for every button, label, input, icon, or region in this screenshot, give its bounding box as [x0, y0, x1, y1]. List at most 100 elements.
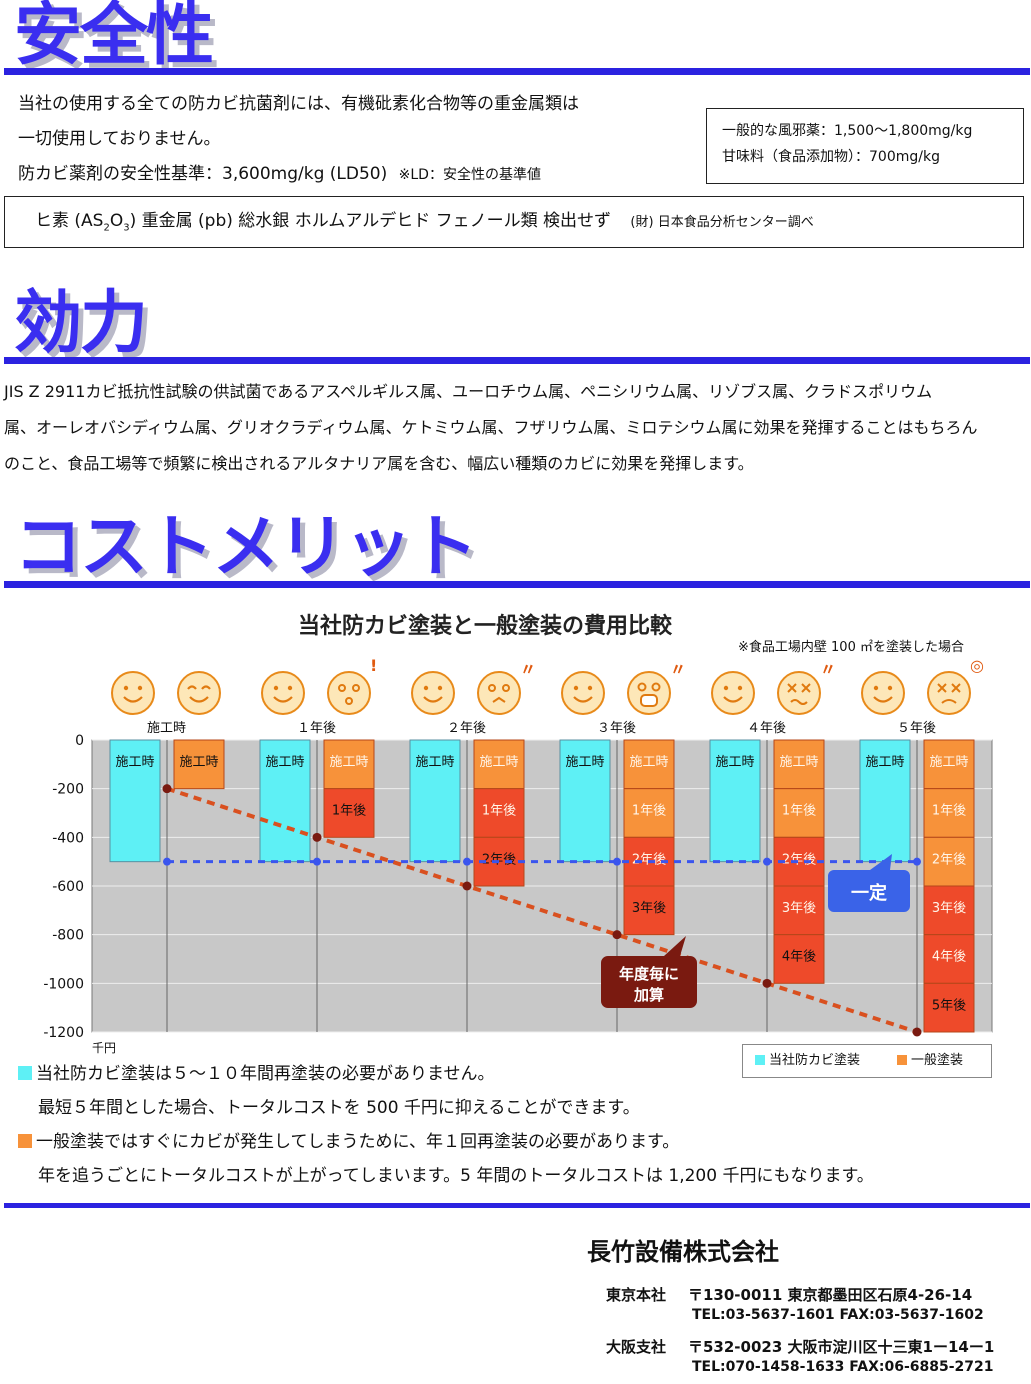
- year-label: ４年後: [747, 721, 787, 736]
- bar-ours-label: 施工時: [865, 755, 904, 770]
- callout-add-shape: [601, 936, 697, 1008]
- cost-rule: [4, 581, 1030, 588]
- bar-general-label: 施工時: [329, 755, 368, 770]
- bar-ours-label: 施工時: [115, 755, 154, 770]
- bar-general-label: 2年後: [782, 852, 816, 867]
- tokyo-address: 〒130-0011 東京都墨田区石原4-26-14: [688, 1286, 973, 1304]
- bar-general-segment: [473, 788, 525, 838]
- legend-general: 一般塗装: [897, 1054, 963, 1067]
- bar-general-segment: [173, 739, 225, 790]
- legend-ours-swatch: [755, 1055, 765, 1065]
- bar-general-segment: [473, 739, 525, 790]
- bar-general-label: 施工時: [929, 755, 968, 770]
- callout-constant-shape: [828, 854, 910, 912]
- detect-list: ) 重金属 (pb) 総水銀 ホルムアルデヒド フェノール類 検出せず: [129, 211, 612, 231]
- y-tick-label: -200: [52, 782, 84, 798]
- bar-general-label: 施工時: [479, 755, 518, 770]
- bar-general-label: 1年後: [632, 804, 666, 819]
- bullet1-line2: 最短５年間とした場合、トータルコストを 500 千円に抑えることができます。: [38, 1098, 640, 1118]
- bar-general-segment: [773, 739, 825, 790]
- bar-ours-label: 施工時: [715, 755, 754, 770]
- company-name: 長竹設備株式会社: [587, 1238, 779, 1266]
- bar-general-segment: [623, 788, 675, 838]
- cost-title: コストメリット: [14, 508, 478, 587]
- bar-general-label: 1年後: [332, 804, 366, 819]
- safety-standard: 防カビ薬剤の安全性基準：3,600mg/kg (LD50): [18, 164, 388, 184]
- worried-face-icon: [776, 670, 822, 720]
- osaka-label: 大阪支社: [606, 1338, 667, 1356]
- efficacy-rule: [4, 357, 1030, 364]
- osaka-address: 〒532-0023 大阪市淀川区十三東1ー14ー1: [688, 1338, 995, 1356]
- bar-general-label: 4年後: [782, 950, 816, 965]
- bar-general-segment: [623, 885, 675, 936]
- happy-face-icon: [560, 670, 606, 720]
- bar-general-segment: [323, 739, 375, 790]
- bullet2-line2: 年を追うごとにトータルコストが上がってしまいます。5 年間のトータルコストは 1…: [38, 1166, 874, 1186]
- efficacy-line3: のこと、食品工場等で頻繁に検出されるアルタナリア属を含む、幅広い種類のカビに効果…: [4, 454, 754, 473]
- bar-general-label: 2年後: [932, 852, 966, 867]
- callout-add-text2: 加算: [633, 986, 664, 1004]
- detect-sub-2: 2: [103, 222, 110, 234]
- chart-legend: 当社防カビ塗装 一般塗装: [742, 1044, 992, 1078]
- safety-line3: 防カビ薬剤の安全性基準：3,600mg/kg (LD50) ※LD：安全性の基準…: [18, 166, 541, 183]
- sweat-drops-icon: ◎: [970, 656, 984, 675]
- bar-general-label: 1年後: [782, 804, 816, 819]
- bar-ours-label: 施工時: [565, 755, 604, 770]
- bar-general-label: 2年後: [482, 852, 516, 867]
- bar-general-label: 1年後: [482, 804, 516, 819]
- bar-general-label: 4年後: [932, 950, 966, 965]
- callout-constant: 一定: [828, 854, 910, 912]
- ours-point: [763, 857, 771, 866]
- cost-chart: 0 -200 -400 -600 -800 -1000 -1200 施工時 施工時 施工時 施工時 1…: [43, 733, 993, 1041]
- general-point: [462, 881, 472, 891]
- bullet2-line1: 一般塗装ではすぐにカビが発生してしまうために、年１回再塗装の必要があります。: [18, 1134, 679, 1151]
- general-point: [162, 784, 172, 794]
- sweat-drops-icon: 〃: [520, 660, 537, 679]
- happy-face-icon: [410, 670, 456, 720]
- bar-ours: [409, 739, 461, 863]
- callout-add-text1: 年度毎に: [619, 965, 679, 983]
- bar-ours: [709, 739, 761, 863]
- bar-general-segment: [923, 836, 975, 887]
- bullet1-line1: 当社防カビ塗装は５〜１０年間再塗装の必要がありません。: [18, 1066, 495, 1083]
- detect-arsenic: ヒ素 (AS: [35, 211, 104, 231]
- chart-note: ※食品工場内壁 100 ㎡を塗装した場合: [738, 640, 964, 655]
- legend-ours: 当社防カビ塗装: [755, 1054, 860, 1067]
- chart-title: 当社防カビ塗装と一般塗装の費用比較: [298, 614, 673, 639]
- bar-general-segment: [923, 739, 975, 790]
- year-label: 施工時: [147, 721, 187, 736]
- happy-face-icon: [710, 670, 756, 720]
- bar-ours: [109, 739, 161, 863]
- safety-title: 安全性: [14, 0, 214, 75]
- bar-general-segment: [323, 788, 375, 838]
- y-tick-label: 0: [75, 733, 84, 749]
- detect-sub-3: 3: [123, 222, 130, 234]
- general-point: [612, 930, 622, 940]
- footer-rule: [4, 1203, 1030, 1208]
- worried-face-icon: [326, 670, 372, 720]
- bar-general-segment: [923, 885, 975, 936]
- bar-ours-label: 施工時: [415, 755, 454, 770]
- bar-general-label: 5年後: [932, 998, 966, 1013]
- y-tick-label: -1200: [43, 1025, 84, 1041]
- worried-face-icon: [476, 670, 522, 720]
- detection-text: ヒ素 (AS2O3) 重金属 (pb) 総水銀 ホルムアルデヒド フェノール類 …: [35, 213, 814, 233]
- happy-face-icon: [860, 670, 906, 720]
- ours-point: [463, 857, 471, 866]
- bar-ours: [859, 739, 911, 863]
- bar-general-label: 1年後: [932, 804, 966, 819]
- safety-line2: 一切使用しておりません。: [18, 129, 221, 149]
- comparison-sweetener: 甘味料（食品添加物）：700mg/kg: [722, 149, 940, 165]
- year-label: ３年後: [597, 721, 637, 736]
- bullet1-text: 当社防カビ塗装は５〜１０年間再塗装の必要がありません。: [36, 1064, 495, 1084]
- bullet-orange-square: [18, 1134, 32, 1148]
- worried-face-icon: [926, 670, 972, 720]
- general-point: [312, 832, 322, 842]
- callout-constant-text: 一定: [851, 882, 887, 904]
- safety-rule: [4, 68, 1030, 75]
- sweat-drops-icon: 〃: [670, 660, 687, 679]
- tokyo-label: 東京本社: [606, 1286, 667, 1304]
- grin-face-icon: [176, 670, 222, 720]
- y-tick-label: -1000: [43, 976, 84, 992]
